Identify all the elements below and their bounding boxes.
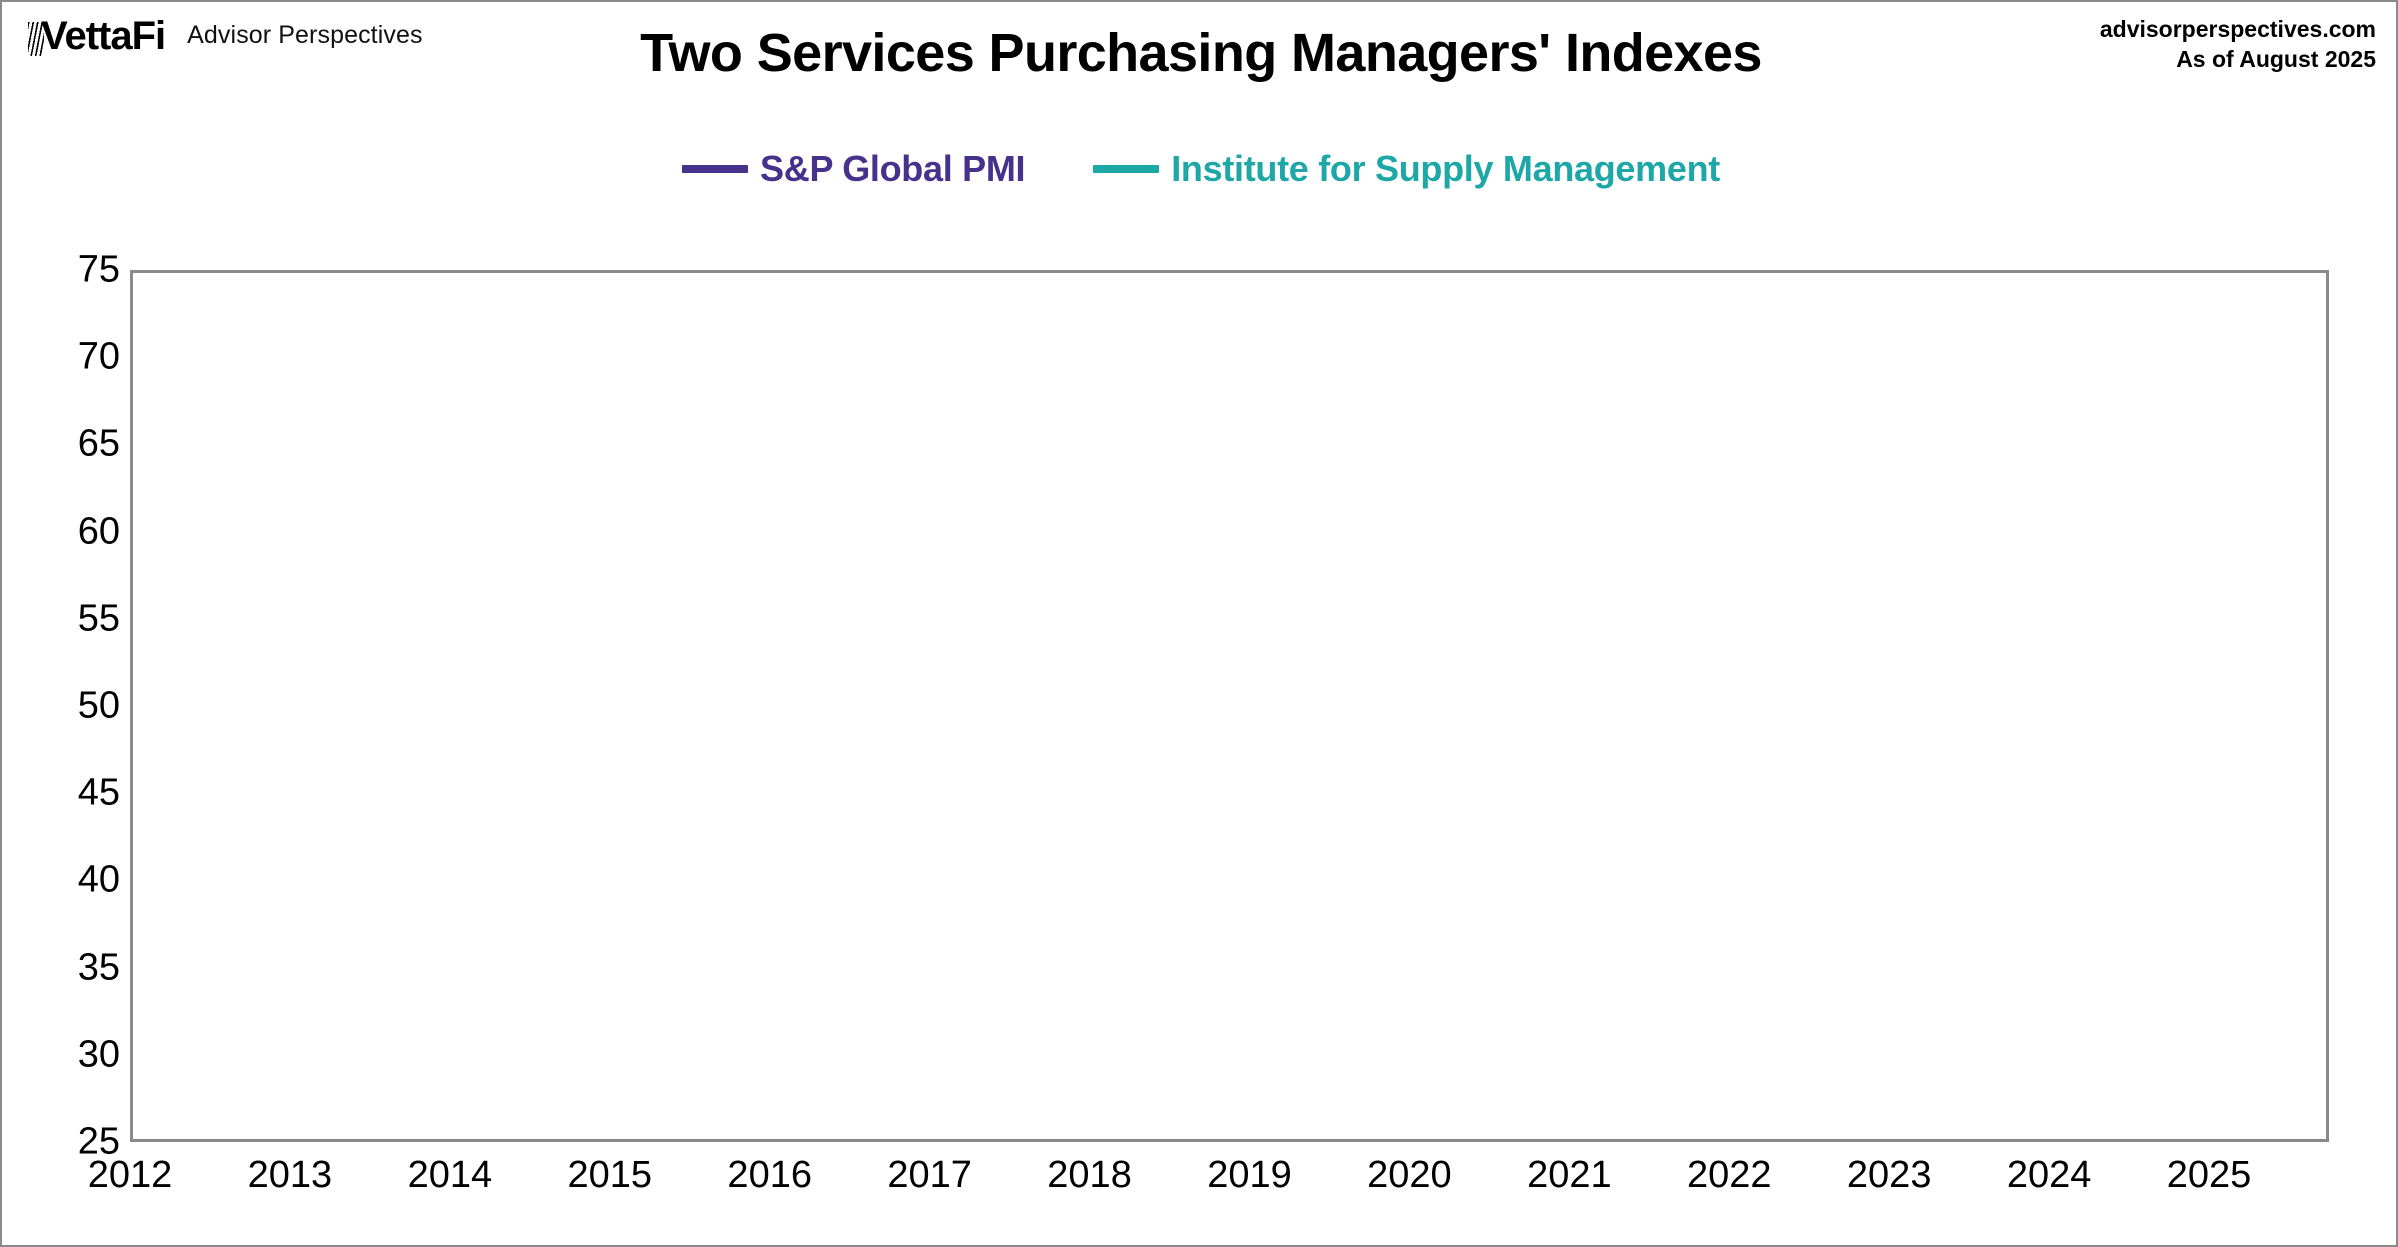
y-tick-label-65: 65 <box>77 422 120 465</box>
legend-label-ism: Institute for Supply Management <box>1171 148 1720 189</box>
x-tick-label-2025: 2025 <box>2166 1154 2252 1196</box>
vettafi-logo-icon: VettaFi <box>28 14 166 58</box>
legend-swatch-ism <box>1093 165 1160 173</box>
page-title: Two Services Purchasing Managers' Indexe… <box>640 23 1762 83</box>
x-tick-label-2015: 2015 <box>567 1154 653 1196</box>
x-tick-label-2018: 2018 <box>1047 1154 1132 1196</box>
brand-block: VettaFi Advisor Perspectives <box>28 16 423 56</box>
x-tick-label-2014: 2014 <box>407 1154 493 1196</box>
y-tick-label-40: 40 <box>77 858 120 901</box>
y-tick-label-55: 55 <box>77 597 120 640</box>
legend-label-sp-global: S&P Global PMI <box>760 148 1026 189</box>
x-tick-label-2021: 2021 <box>1527 1154 1612 1196</box>
y-tick-label-70: 70 <box>77 335 120 378</box>
x-tick-label-2016: 2016 <box>727 1154 812 1196</box>
y-tick-label-45: 45 <box>77 771 120 814</box>
x-tick-label-2023: 2023 <box>1846 1154 1932 1196</box>
legend-item-ism[interactable]: Institute for Supply Management <box>1093 148 1720 190</box>
plot-area <box>130 270 2329 1142</box>
y-tick-label-50: 50 <box>77 684 120 727</box>
x-tick-label-2024: 2024 <box>2006 1154 2092 1196</box>
x-tick-label-2012: 2012 <box>87 1154 173 1196</box>
y-tick-label-35: 35 <box>77 946 120 989</box>
chart-legend: S&P Global PMI Institute for Supply Mana… <box>2 148 2398 190</box>
chart-header: VettaFi Advisor Perspectives Two Service… <box>2 2 2398 142</box>
y-tick-label-30: 30 <box>77 1033 120 1076</box>
website-label: advisorperspectives.com <box>2099 16 2376 42</box>
logo-stripes-icon <box>28 22 44 56</box>
as-of-label: As of August 2025 <box>2176 46 2376 73</box>
y-tick-label-75: 75 <box>77 248 120 291</box>
legend-swatch-sp-global <box>682 165 749 173</box>
x-tick-label-2019: 2019 <box>1207 1154 1292 1196</box>
x-tick-label-2020: 2020 <box>1367 1154 1452 1196</box>
legend-item-sp-global[interactable]: S&P Global PMI <box>682 148 1026 190</box>
y-tick-label-60: 60 <box>77 510 120 553</box>
x-tick-label-2022: 2022 <box>1686 1154 1772 1196</box>
logo-wordmark: VettaFi <box>41 14 166 58</box>
y-tick-label-25: 25 <box>77 1120 120 1163</box>
plot-frame <box>130 270 2329 1142</box>
x-tick-label-2013: 2013 <box>247 1154 333 1196</box>
brand-subtitle: Advisor Perspectives <box>187 20 423 49</box>
x-tick-label-2017: 2017 <box>887 1154 972 1196</box>
source-info: advisorperspectives.com As of August 202… <box>2100 14 2376 75</box>
